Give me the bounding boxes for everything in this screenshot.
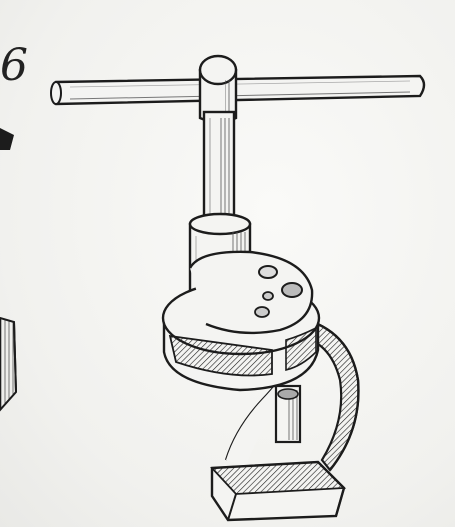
threaded-tap [274,384,302,444]
left-fragment-top [0,128,14,150]
left-fragment-block [0,316,18,412]
t-handle-bar [50,74,426,106]
hole-plate [188,250,314,335]
spindle-shaft [202,110,236,226]
figure-label: 6 [0,40,28,91]
workpiece-block [210,460,347,522]
handle-head [198,54,238,124]
